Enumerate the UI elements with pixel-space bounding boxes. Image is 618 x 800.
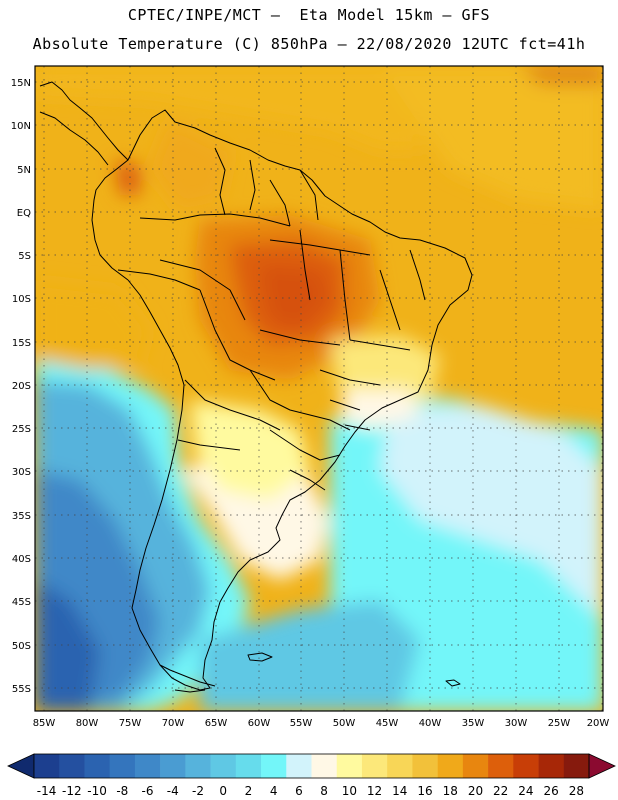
colorbar-frame	[33, 753, 590, 779]
colorbar-cell	[361, 754, 388, 778]
lon-axis-labels: 85W 80W 75W 70W 65W 60W 55W 50W 45W 40W …	[33, 718, 610, 729]
colorbar-label: 16	[417, 784, 432, 798]
colorbar-label: 24	[518, 784, 533, 798]
colorbar-cell	[513, 754, 539, 778]
colorbar-cell	[34, 754, 60, 778]
colorbar-cell	[462, 754, 489, 778]
lon-tick-label: 45W	[376, 718, 399, 729]
colorbar-label: 12	[367, 784, 382, 798]
colorbar-label: -8	[116, 784, 128, 798]
colorbar-low-end-triangle	[7, 753, 35, 779]
colorbar-label: 6	[295, 784, 303, 798]
lon-tick-label: 55W	[290, 718, 313, 729]
colorbar-cell	[59, 754, 85, 778]
colorbar-cell	[437, 754, 464, 778]
colorbar-cells	[34, 754, 590, 778]
lat-tick-label: 25S	[12, 424, 31, 435]
lat-tick-label: 20S	[12, 381, 31, 392]
colorbar-cell	[563, 754, 590, 778]
colorbar-cell	[387, 754, 413, 778]
colorbar-label: 20	[468, 784, 483, 798]
lon-tick-label: 35W	[462, 718, 485, 729]
colorbar: -14 -12 -10 -8 -6 -4 -2 0 2 4 6 8 10 12 14 16 18 20 22 24 26…	[7, 753, 616, 798]
colorbar-cell	[84, 754, 110, 778]
lon-tick-label: 65W	[205, 718, 228, 729]
lon-tick-label: 85W	[33, 718, 56, 729]
lat-tick-label: 40S	[12, 554, 31, 565]
lon-tick-label: 25W	[548, 718, 571, 729]
colorbar-cell	[336, 754, 363, 778]
colorbar-cell	[488, 754, 514, 778]
lat-tick-label: 10N	[11, 121, 31, 132]
colorbar-cell	[160, 754, 186, 778]
colorbar-cell	[134, 754, 161, 778]
lon-tick-label: 40W	[419, 718, 442, 729]
colorbar-cell	[210, 754, 237, 778]
lat-tick-label: 5N	[17, 165, 31, 176]
lat-tick-label: 15N	[11, 78, 31, 89]
lat-axis-labels: 15N 10N 5N EQ 5S 10S 15S 20S 25S 30S 35S…	[11, 78, 31, 695]
lon-tick-label: 50W	[333, 718, 356, 729]
colorbar-label: 22	[493, 784, 508, 798]
lat-tick-label: 35S	[12, 511, 31, 522]
map-title: CPTEC/INPE/MCT – Eta Model 15km – GFS	[127, 6, 491, 24]
colorbar-label: -2	[192, 784, 204, 798]
lat-tick-label: 55S	[12, 684, 31, 695]
colorbar-cell	[412, 754, 438, 778]
southern-islands	[159, 652, 461, 693]
south-america-coastline	[91, 109, 473, 691]
colorbar-label: 26	[544, 784, 559, 798]
colorbar-cell	[235, 754, 262, 778]
lat-tick-label: 30S	[12, 467, 31, 478]
lon-tick-label: 60W	[248, 718, 271, 729]
central-america-coastline	[39, 81, 129, 166]
colorbar-cell	[109, 754, 136, 778]
colorbar-label: 28	[569, 784, 584, 798]
map-frame	[34, 65, 604, 712]
country-borders	[117, 147, 351, 491]
colorbar-label: 4	[270, 784, 278, 798]
colorbar-labels: -14 -12 -10 -8 -6 -4 -2 0 2 4 6 8 10 12 14 16 18 20 22 24 26…	[37, 784, 584, 798]
colorbar-high-end-triangle	[588, 753, 616, 779]
colorbar-label: 10	[342, 784, 357, 798]
lat-tick-label: 15S	[12, 338, 31, 349]
lat-tick-label: 45S	[12, 597, 31, 608]
brazil-state-borders	[259, 229, 426, 431]
coastlines-and-borders	[39, 81, 473, 693]
colorbar-cell	[286, 754, 312, 778]
colorbar-label: -6	[142, 784, 154, 798]
colorbar-label: 18	[443, 784, 458, 798]
colorbar-cell	[538, 754, 565, 778]
colorbar-label: -12	[62, 784, 82, 798]
colorbar-label: -10	[87, 784, 107, 798]
colorbar-label: -4	[167, 784, 179, 798]
map-subtitle: Absolute Temperature (C) 850hPa – 22/08/…	[32, 35, 586, 53]
lat-tick-label: 50S	[12, 641, 31, 652]
lat-tick-label: EQ	[17, 208, 31, 219]
colorbar-label: 14	[392, 784, 407, 798]
lon-tick-label: 20W	[587, 718, 610, 729]
temperature-field	[35, 66, 603, 711]
lat-tick-label: 10S	[12, 294, 31, 305]
colorbar-cell	[261, 754, 287, 778]
lon-tick-label: 70W	[162, 718, 185, 729]
colorbar-cell	[311, 754, 338, 778]
colorbar-label: 2	[245, 784, 253, 798]
lat-tick-label: 5S	[18, 251, 31, 262]
colorbar-cell	[185, 754, 211, 778]
lon-tick-label: 30W	[505, 718, 528, 729]
colorbar-label: 8	[320, 784, 328, 798]
colorbar-label: -14	[37, 784, 57, 798]
lon-tick-label: 80W	[76, 718, 99, 729]
colorbar-label: 0	[219, 784, 227, 798]
lon-tick-label: 75W	[119, 718, 142, 729]
